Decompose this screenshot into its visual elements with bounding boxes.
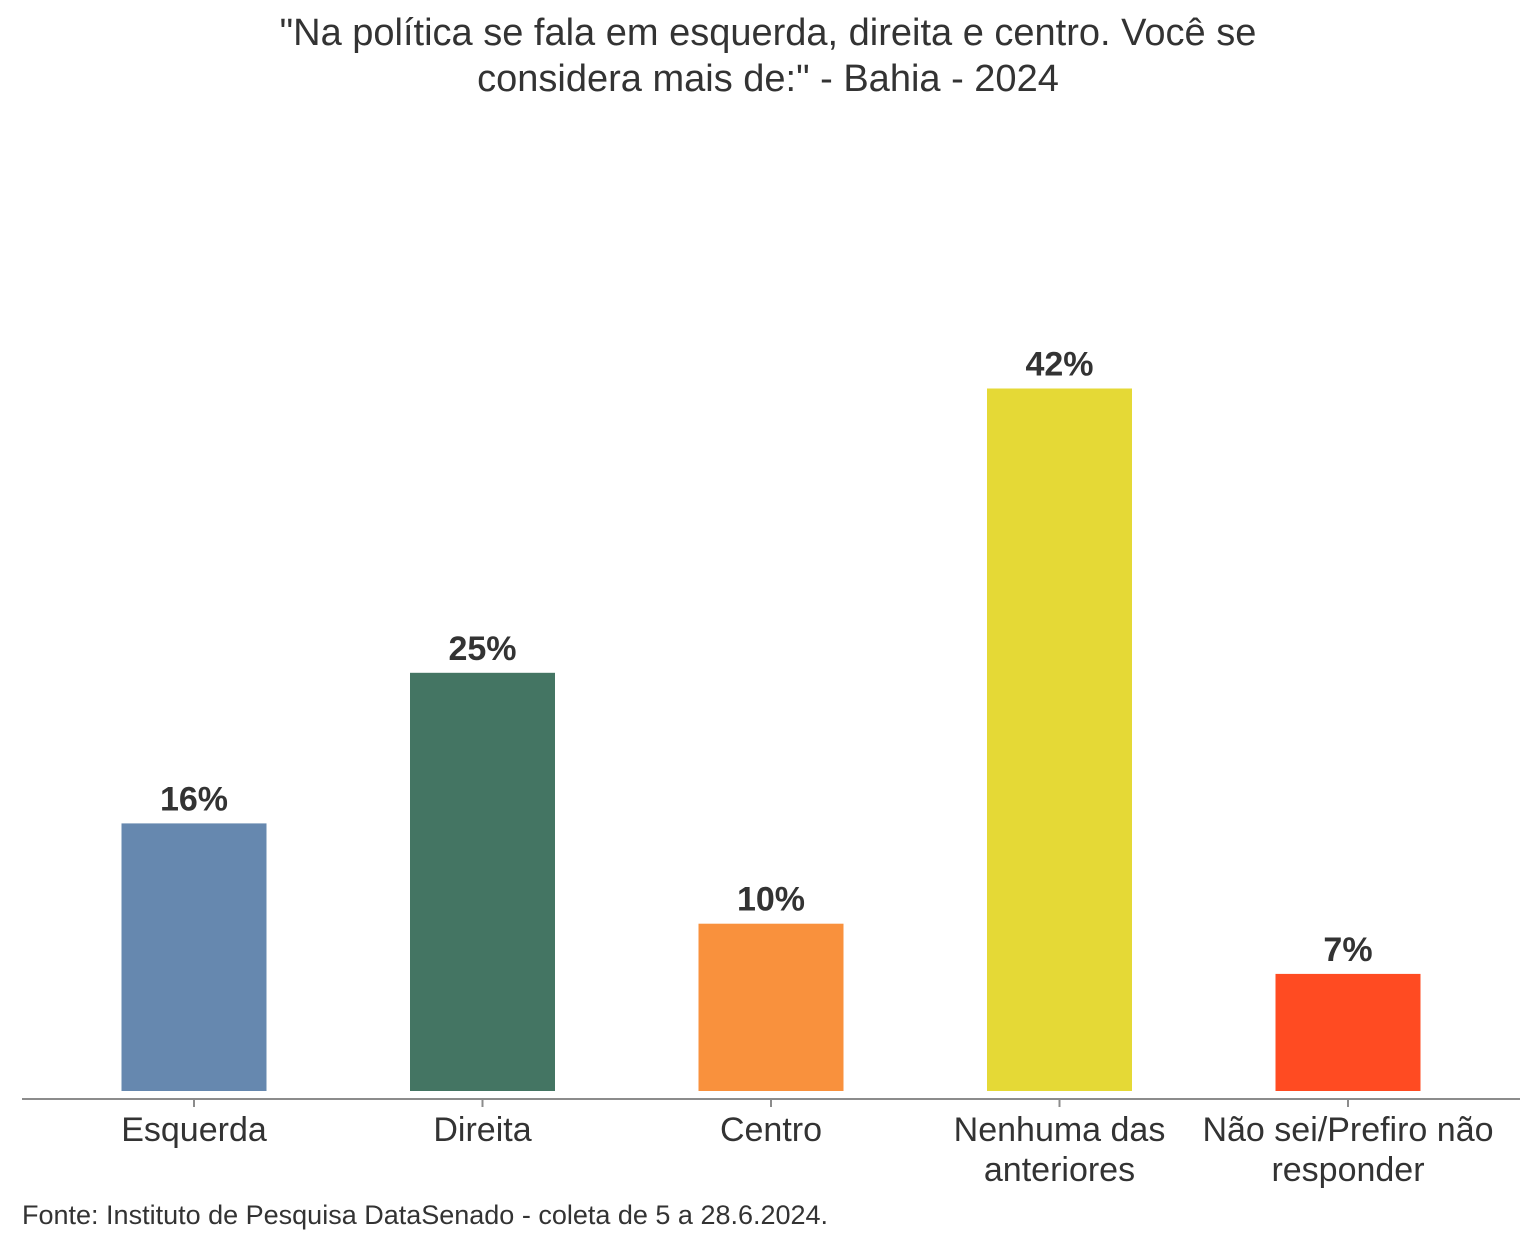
category-label-2-line-0: Centro	[720, 1111, 822, 1149]
bar-value-label-4: 7%	[1323, 931, 1372, 969]
chart-title: "Na política se fala em esquerda, direit…	[0, 10, 1536, 102]
category-label-3-line-1: anteriores	[984, 1151, 1135, 1189]
bar-2	[698, 923, 844, 1091]
category-label-4-line-0: Não sei/Prefiro não	[1202, 1111, 1493, 1149]
category-label-1-line-0: Direita	[433, 1111, 531, 1149]
bar-0	[121, 823, 267, 1091]
bar-value-label-1: 25%	[448, 630, 516, 668]
bar-4	[1275, 973, 1421, 1091]
bar-value-label-2: 10%	[737, 881, 805, 919]
bar-1	[410, 672, 555, 1091]
bar-3	[987, 388, 1132, 1091]
category-label-3-line-0: Nenhuma das	[954, 1111, 1166, 1149]
x-axis-category-labels: Esquerda Direita Centro Nenhuma dasanterior…	[121, 1111, 1493, 1189]
x-axis-ticks	[193, 1099, 1349, 1107]
bar-value-label-0: 16%	[160, 780, 228, 818]
chart-title-line-1: "Na política se fala em esquerda, direit…	[279, 12, 1257, 54]
source-note: Fonte: Instituto de Pesquisa DataSenado …	[22, 1200, 829, 1230]
value-labels-group: 16% 25% 10% 42% 7%	[160, 346, 1373, 969]
bar-value-label-3: 42%	[1025, 346, 1093, 384]
chart-title-line-2: considera mais de:" - Bahia - 2024	[477, 58, 1059, 100]
category-label-4-line-1: responder	[1271, 1151, 1424, 1189]
category-label-0-line-0: Esquerda	[121, 1111, 267, 1149]
bars-group	[121, 388, 1421, 1091]
